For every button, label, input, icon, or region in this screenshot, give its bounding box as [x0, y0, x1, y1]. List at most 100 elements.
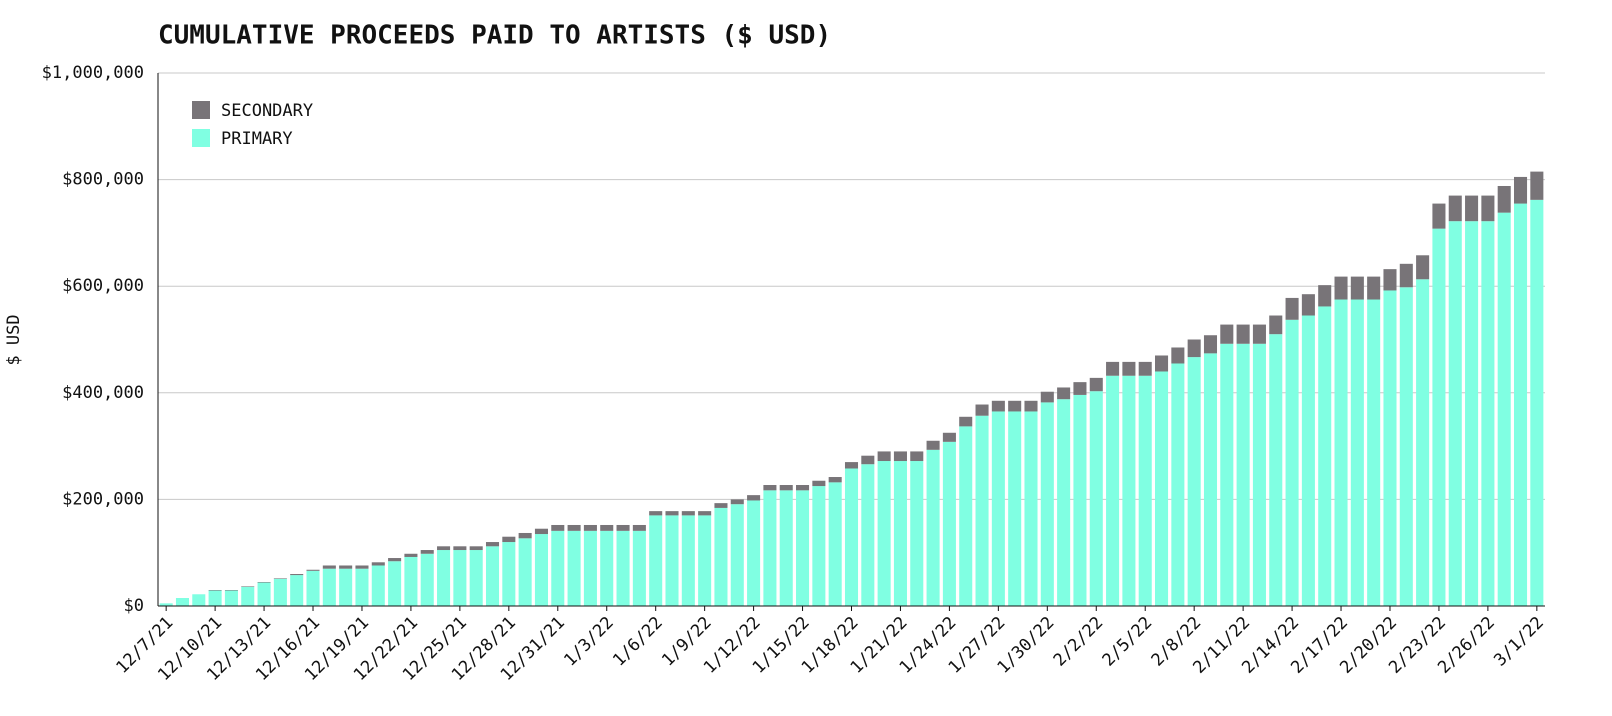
- bar-segment: [1220, 324, 1234, 344]
- bar-segment: [485, 546, 500, 606]
- bar-segment: [1187, 339, 1201, 358]
- bar-segment: [1432, 203, 1446, 229]
- bar-segment: [1416, 255, 1430, 280]
- bar-segment: [763, 490, 777, 606]
- bar-segment: [877, 451, 891, 462]
- bar-segment: [567, 524, 581, 531]
- bar-segment: [861, 464, 875, 606]
- bar-segment: [159, 603, 173, 606]
- bar-segment: [1073, 382, 1087, 395]
- bar-segment: [1481, 195, 1495, 222]
- bar-segment: [812, 480, 826, 487]
- bar-segment: [371, 562, 385, 566]
- bar-segment: [273, 578, 287, 606]
- x-tick-label: 3/1/22: [1490, 613, 1548, 671]
- bar-segment: [714, 503, 728, 508]
- bar-segment: [1252, 324, 1266, 344]
- bar-segment: [241, 586, 255, 587]
- bar-segment: [747, 500, 761, 606]
- bar-segment: [1301, 315, 1315, 606]
- bar-segment: [437, 550, 451, 606]
- bar-segment: [730, 504, 744, 606]
- bar-segment: [910, 461, 924, 606]
- bar-segment: [257, 582, 271, 606]
- bar-segment: [485, 542, 500, 547]
- bar-segment: [257, 582, 271, 583]
- bar-segment: [844, 462, 859, 469]
- bar-segment: [1465, 195, 1479, 222]
- bar-segment: [1220, 343, 1234, 606]
- bar-segment: [1432, 228, 1446, 607]
- bar-segment: [1138, 375, 1152, 606]
- bar-segment: [1367, 299, 1381, 606]
- bar-segment: [1106, 375, 1120, 606]
- y-tick-label: $400,000: [62, 383, 144, 403]
- bar-segment: [1481, 221, 1495, 606]
- bar-segment: [502, 542, 516, 606]
- bar-segment: [1106, 361, 1120, 376]
- bar-segment: [224, 590, 238, 606]
- bar-segment: [910, 451, 924, 462]
- bar-segment: [420, 550, 434, 554]
- bar-segment: [1301, 294, 1315, 316]
- bar-segment: [1008, 411, 1022, 606]
- bar-segment: [567, 530, 581, 606]
- bar-segment: [1285, 297, 1299, 320]
- y-tick-label: $800,000: [62, 170, 144, 190]
- bar-segment: [339, 565, 353, 569]
- bar-segment: [975, 404, 989, 416]
- bar-segment: [306, 570, 320, 606]
- bar-segment: [1513, 176, 1528, 204]
- bar-segment: [1252, 343, 1266, 606]
- y-tick-label: $0: [124, 596, 144, 616]
- bar-segment: [1187, 357, 1201, 606]
- chart-title: CUMULATIVE PROCEEDS PAID TO ARTISTS ($ U…: [158, 21, 831, 51]
- bar-segment: [534, 534, 548, 606]
- bar-segment: [1138, 361, 1152, 376]
- bar-segment: [681, 511, 695, 516]
- bar-segment: [1465, 221, 1479, 606]
- bar-segment: [388, 561, 402, 606]
- x-tick-label: 2/2/22: [1050, 613, 1108, 671]
- y-tick-label: $1,000,000: [42, 63, 144, 83]
- bar-segment: [453, 550, 467, 606]
- bar-segment: [1089, 377, 1103, 392]
- bar-segment: [241, 586, 255, 606]
- bar-segment: [714, 507, 728, 606]
- bar-segment: [322, 565, 336, 569]
- bar-segment: [1269, 315, 1283, 335]
- bar-segment: [796, 490, 810, 606]
- bar-segment: [306, 569, 320, 571]
- bar-segment: [730, 499, 744, 505]
- bar-segment: [208, 590, 222, 606]
- bar-segment: [1171, 363, 1185, 606]
- bar-segment: [1513, 203, 1528, 606]
- bar-segment: [371, 565, 385, 606]
- bar-segment: [763, 485, 777, 491]
- bar-segment: [942, 441, 956, 606]
- bar-segment: [355, 568, 369, 606]
- bar-segment: [1040, 402, 1054, 606]
- bar-segment: [208, 590, 222, 591]
- y-tick-label: $200,000: [62, 489, 144, 509]
- bar-segment: [1399, 263, 1413, 288]
- bar-segment: [1334, 299, 1348, 606]
- bar-segment: [1073, 394, 1087, 606]
- bar-segment: [1383, 290, 1397, 606]
- bar-segment: [600, 524, 614, 531]
- bar-segment: [1236, 343, 1250, 606]
- bar-segment: [469, 550, 483, 606]
- bar-segment: [388, 558, 402, 562]
- bar-segment: [1122, 361, 1136, 376]
- bar-segment: [420, 553, 434, 606]
- bar-segment: [502, 536, 516, 543]
- bar-segment: [1203, 335, 1218, 354]
- bar-segment: [1416, 279, 1430, 606]
- bar-segment: [877, 461, 891, 606]
- bar-segment: [600, 530, 614, 606]
- bar-segment: [812, 486, 826, 606]
- y-axis-label: $ USD: [4, 314, 24, 365]
- bar-segment: [779, 490, 793, 606]
- bar-segment: [1008, 400, 1022, 412]
- bar-segment: [339, 568, 353, 606]
